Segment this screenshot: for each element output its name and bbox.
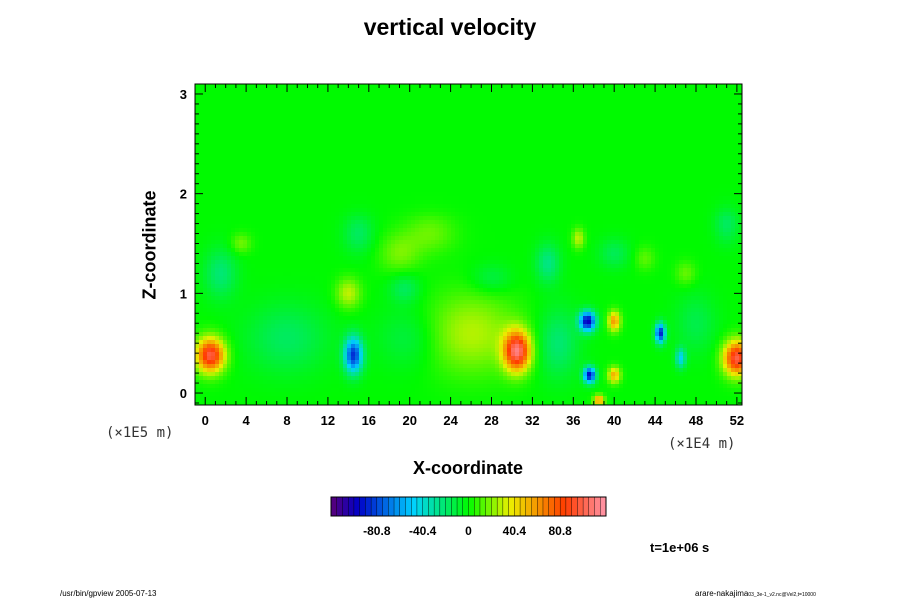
footer-source-main: arare-nakajima [695,589,749,598]
colorbar-tick-label: -40.4 [409,524,437,538]
x-tick-label: 24 [443,413,458,428]
x-tick-label: 12 [321,413,335,428]
plot-frame [194,83,743,406]
colorbar-tick-label: 40.4 [503,524,527,538]
colorbar-frame [330,496,607,517]
colorbar-tick-label: 0 [465,524,472,538]
x-tick-label: 4 [243,413,251,428]
time-annotation: t=1e+06 s [650,540,710,555]
x-tick-label: 20 [402,413,416,428]
y-axis-unit: (×1E5 m) [106,425,174,441]
x-tick-label: 44 [648,413,663,428]
x-tick-label: 32 [525,413,539,428]
colorbar-tick-label: -80.8 [363,524,391,538]
y-tick-label: 3 [180,87,187,102]
x-tick-label: 48 [689,413,703,428]
chart-title: vertical velocity [363,14,537,40]
colorbar [330,496,607,517]
x-tick-label: 16 [362,413,376,428]
x-axis-unit: (×1E4 m) [668,436,736,452]
y-tick-label: 0 [180,386,187,401]
x-tick-label: 40 [607,413,621,428]
x-tick-label: 28 [484,413,498,428]
footer-source-sub: 03_3e-1_v2.nc@Vel2,t=10000 [748,592,816,598]
colorbar-tick-label: 80.8 [548,524,572,538]
x-tick-label: 0 [202,413,209,428]
x-tick-label: 36 [566,413,580,428]
y-tick-label: 1 [180,286,187,301]
heatmap [195,84,743,406]
footer-command: /usr/bin/gpview 2005-07-13 [60,589,157,598]
footer-source: arare-nakajima03_3e-1_v2.nc@Vel2,t=10000 [695,589,816,598]
y-axis-label: Z-coordinate [139,190,160,300]
x-tick-label: 52 [730,413,744,428]
y-tick-label: 2 [180,187,187,202]
x-axis-label: X-coordinate [412,458,523,478]
x-tick-label: 8 [283,413,290,428]
